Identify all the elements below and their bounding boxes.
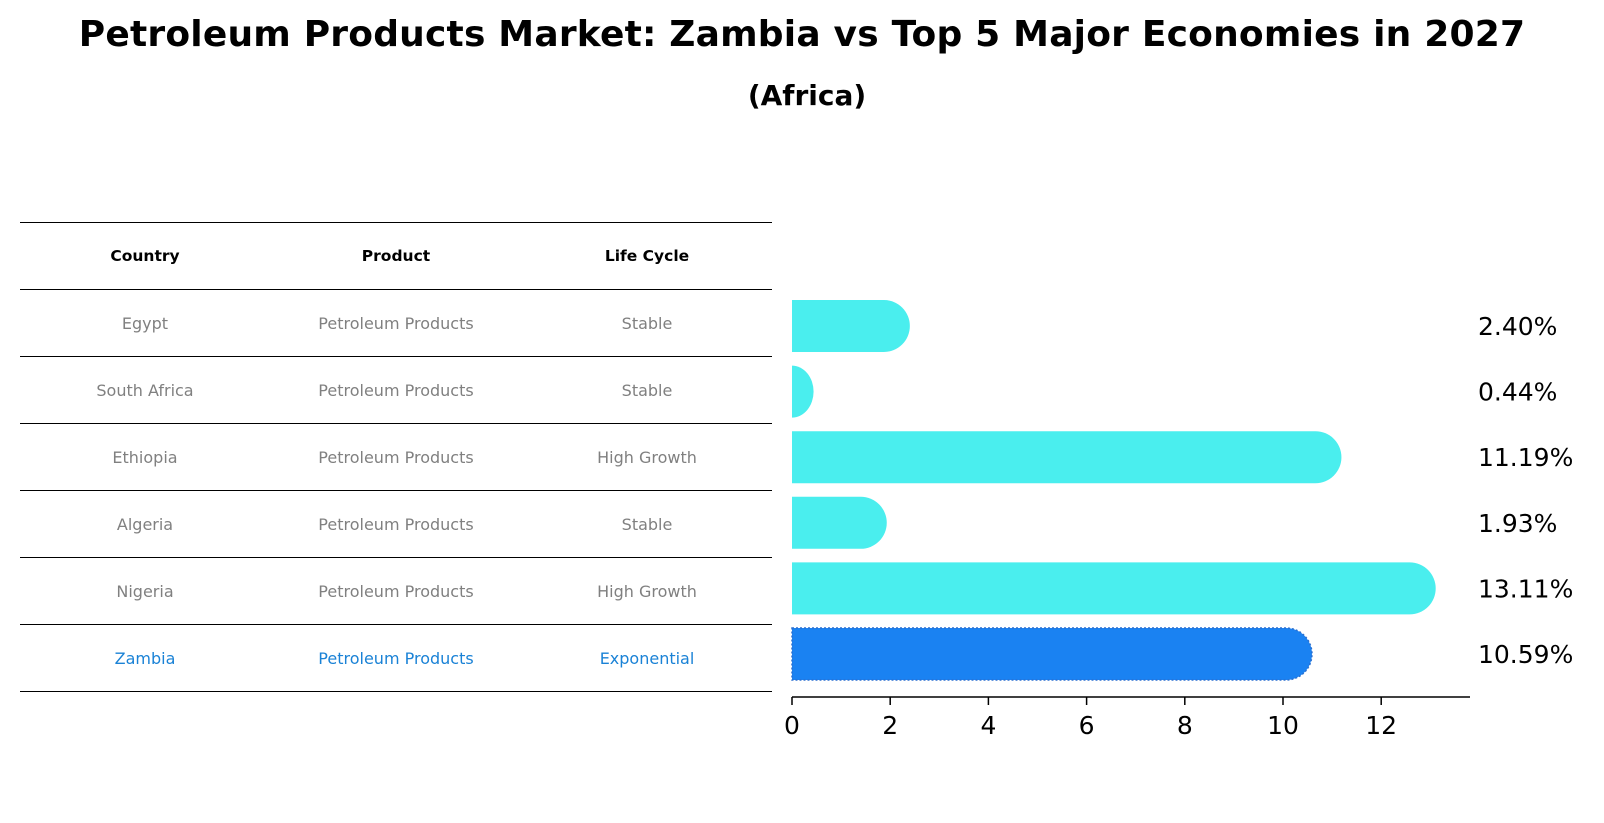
- cell-country: Ethiopia: [112, 447, 178, 467]
- value-label: 13.11%: [1478, 574, 1573, 603]
- cell-country: Nigeria: [116, 581, 174, 601]
- data-table: Country Product Life Cycle Egypt Petrole…: [20, 222, 772, 692]
- header-country: Country: [110, 247, 180, 265]
- cell-life-cycle: Stable: [621, 514, 673, 534]
- x-tick-label: 10: [1267, 711, 1299, 740]
- cell-country: Egypt: [121, 313, 169, 333]
- cell-life-cycle: Stable: [621, 380, 673, 400]
- value-label: 11.19%: [1478, 443, 1573, 472]
- header-life-cycle: Life Cycle: [604, 247, 690, 265]
- table-row: Algeria Petroleum Products Stable: [20, 490, 772, 557]
- cell-product: Petroleum Products: [318, 447, 474, 467]
- x-tick-label: 4: [980, 711, 996, 740]
- table-row-highlighted: Zambia Petroleum Products Exponential: [20, 624, 772, 692]
- cell-life-cycle: High Growth: [597, 447, 697, 467]
- header-product: Product: [361, 247, 431, 265]
- cell-product: Petroleum Products: [318, 313, 474, 333]
- cell-life-cycle: High Growth: [597, 581, 697, 601]
- bar-nigeria: [792, 562, 1436, 615]
- table-row: Ethiopia Petroleum Products High Growth: [20, 423, 772, 490]
- bar-zambia: [791, 627, 1313, 681]
- chart-subtitle: (Africa): [747, 79, 867, 112]
- value-label: 10.59%: [1478, 640, 1573, 669]
- value-label: 1.93%: [1478, 509, 1557, 538]
- table-row: Egypt Petroleum Products Stable: [20, 289, 772, 356]
- cell-country: South Africa: [96, 380, 194, 400]
- table-row: South Africa Petroleum Products Stable: [20, 356, 772, 423]
- x-tick-label: 0: [784, 711, 800, 740]
- value-label: 2.40%: [1478, 312, 1557, 341]
- bar-ethiopia: [792, 431, 1342, 484]
- cell-life-cycle: Exponential: [599, 648, 695, 668]
- bar-south-africa: [792, 365, 814, 418]
- table-row: Nigeria Petroleum Products High Growth: [20, 557, 772, 624]
- cell-country: Algeria: [116, 514, 174, 534]
- x-tick-label: 8: [1177, 711, 1193, 740]
- cell-product: Petroleum Products: [318, 514, 474, 534]
- x-tick-label: 12: [1365, 711, 1397, 740]
- bar-algeria: [792, 496, 887, 549]
- value-label: 0.44%: [1478, 378, 1557, 407]
- table-header-row: Country Product Life Cycle: [20, 222, 772, 289]
- chart-title: Petroleum Products Market: Zambia vs Top…: [78, 14, 1526, 55]
- cell-life-cycle: Stable: [621, 313, 673, 333]
- cell-product: Petroleum Products: [318, 581, 474, 601]
- x-tick-label: 2: [882, 711, 898, 740]
- cell-product: Petroleum Products: [318, 380, 474, 400]
- cell-product: Petroleum Products: [318, 648, 474, 668]
- bar-egypt: [792, 300, 910, 352]
- cell-country: Zambia: [114, 648, 176, 668]
- x-tick-label: 6: [1079, 711, 1095, 740]
